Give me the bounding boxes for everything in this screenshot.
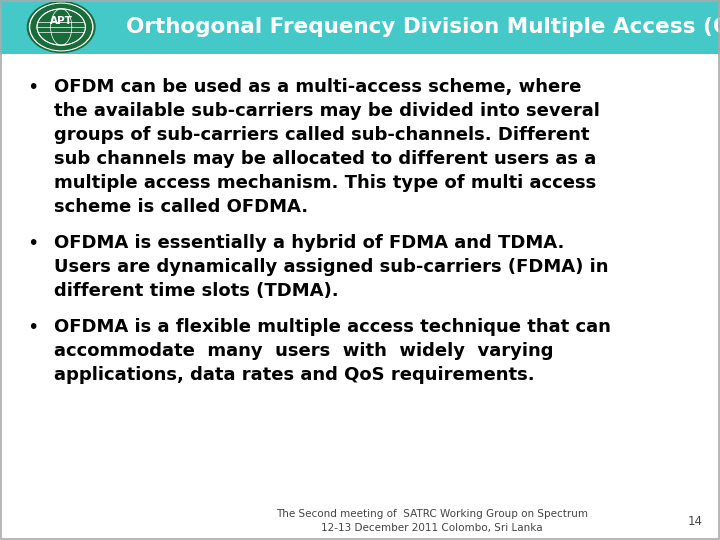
Text: the available sub-carriers may be divided into several: the available sub-carriers may be divide…	[54, 102, 600, 120]
Text: groups of sub-carriers called sub-channels. Different: groups of sub-carriers called sub-channe…	[54, 126, 590, 144]
Text: •: •	[27, 78, 38, 97]
Text: 14: 14	[688, 515, 702, 528]
Circle shape	[31, 4, 91, 50]
FancyBboxPatch shape	[0, 0, 720, 54]
Text: accommodate  many  users  with  widely  varying: accommodate many users with widely varyi…	[54, 342, 554, 360]
Text: Orthogonal Frequency Division Multiple Access (OFDMA): Orthogonal Frequency Division Multiple A…	[126, 17, 720, 37]
Circle shape	[27, 2, 95, 52]
Text: OFDMA is a flexible multiple access technique that can: OFDMA is a flexible multiple access tech…	[54, 318, 611, 336]
Text: APT: APT	[50, 16, 73, 25]
Text: OFDMA is essentially a hybrid of FDMA and TDMA.: OFDMA is essentially a hybrid of FDMA an…	[54, 234, 564, 252]
Text: •: •	[27, 234, 38, 253]
Text: Users are dynamically assigned sub-carriers (FDMA) in: Users are dynamically assigned sub-carri…	[54, 258, 608, 276]
Text: sub channels may be allocated to different users as a: sub channels may be allocated to differe…	[54, 150, 596, 168]
Text: •: •	[27, 318, 38, 338]
FancyBboxPatch shape	[0, 54, 720, 540]
Text: scheme is called OFDMA.: scheme is called OFDMA.	[54, 198, 308, 217]
Text: OFDM can be used as a multi-access scheme, where: OFDM can be used as a multi-access schem…	[54, 78, 581, 96]
Text: applications, data rates and QoS requirements.: applications, data rates and QoS require…	[54, 366, 535, 384]
Text: The Second meeting of  SATRC Working Group on Spectrum: The Second meeting of SATRC Working Grou…	[276, 509, 588, 519]
Text: 12-13 December 2011 Colombo, Sri Lanka: 12-13 December 2011 Colombo, Sri Lanka	[321, 523, 543, 533]
Text: multiple access mechanism. This type of multi access: multiple access mechanism. This type of …	[54, 174, 596, 192]
Circle shape	[30, 3, 93, 51]
Text: different time slots (TDMA).: different time slots (TDMA).	[54, 282, 338, 300]
